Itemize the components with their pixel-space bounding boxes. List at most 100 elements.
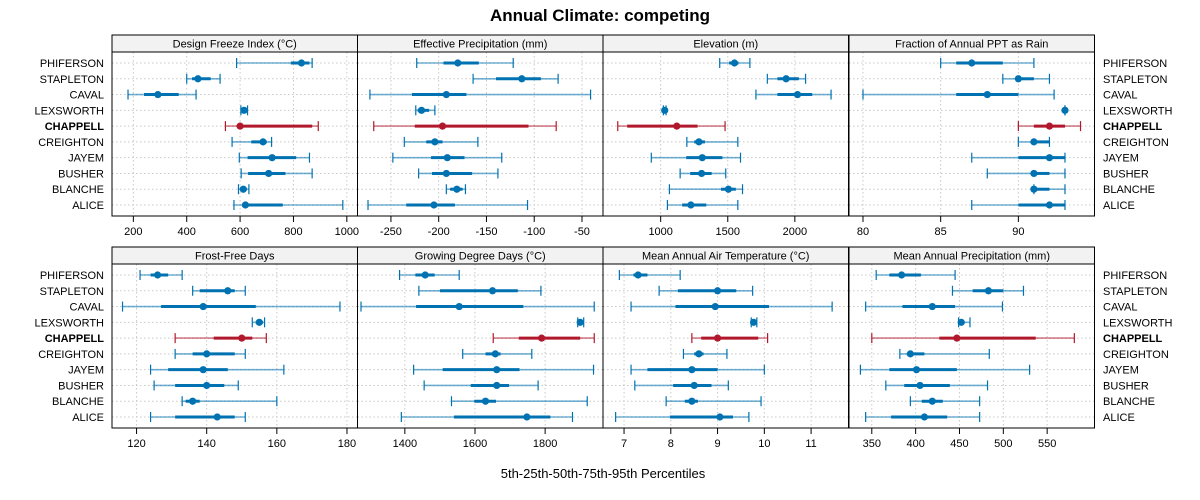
median-point — [1030, 185, 1038, 193]
site-label-right: PHIFERSON — [1103, 270, 1167, 282]
site-label-right: CHAPPELL — [1103, 333, 1163, 345]
site-label-left: CREIGHTON — [38, 349, 104, 361]
x-tick-label: 1400 — [393, 438, 417, 450]
median-point — [698, 169, 706, 178]
median-point — [1014, 75, 1022, 83]
site-label-left: JAYEM — [68, 365, 104, 377]
median-point — [953, 334, 961, 342]
plot-area — [357, 264, 603, 428]
median-point — [213, 413, 221, 421]
median-point — [431, 138, 439, 146]
median-point — [538, 334, 546, 342]
x-tick-label: -250 — [380, 226, 402, 238]
interval-busher — [679, 168, 727, 179]
median-point — [968, 59, 976, 67]
x-tick-label: -50 — [574, 226, 590, 238]
interval-alice — [400, 412, 574, 422]
interval-busher — [885, 380, 989, 391]
x-tick-label: 10 — [758, 438, 770, 450]
interval-jayem — [650, 152, 742, 163]
plot-area — [112, 264, 358, 428]
interval-jayem — [238, 152, 311, 163]
site-label-left: CAVAL — [70, 90, 104, 102]
median-point — [1061, 106, 1069, 114]
median-point — [695, 138, 703, 146]
median-point — [240, 106, 248, 114]
interval-lexsworth — [661, 105, 669, 116]
median-point — [481, 397, 490, 405]
site-label-left: LEXSWORTH — [35, 317, 105, 329]
median-point — [749, 318, 758, 326]
interval-creighton — [899, 348, 990, 359]
site-label-right: ALICE — [1103, 412, 1135, 424]
median-point — [688, 397, 696, 405]
x-tick-label: -100 — [523, 226, 545, 238]
site-label-left: BUSHER — [58, 380, 104, 392]
site-label-left: STAPLETON — [40, 286, 104, 298]
x-tick-label: 1800 — [533, 438, 557, 450]
median-point — [268, 154, 276, 162]
x-tick-label: 1000 — [335, 226, 359, 238]
panel-8: Mean Annual Precipitation (mm) 350 400 450 5… — [848, 246, 1095, 450]
median-point — [793, 90, 802, 99]
interval-alice — [615, 412, 750, 422]
median-point — [983, 90, 991, 99]
x-tick-label: 90 — [1012, 226, 1024, 238]
median-point — [518, 75, 526, 83]
median-point — [698, 154, 706, 162]
interval-creighton — [682, 348, 728, 359]
median-point — [236, 122, 244, 130]
interval-caval — [755, 89, 832, 100]
plot-area — [603, 264, 849, 428]
interval-chappell — [1017, 121, 1082, 132]
site-label-left: PHIFERSON — [40, 58, 104, 70]
interval-stapleton — [472, 73, 559, 84]
x-tick-label: 7 — [621, 438, 627, 450]
x-tick-label: 85 — [935, 226, 947, 238]
site-label-left: ALICE — [72, 412, 104, 424]
interval-jayem — [149, 364, 285, 375]
interval-lexsworth — [240, 105, 249, 116]
interval-chappell — [174, 333, 267, 344]
interval-jayem — [630, 364, 765, 375]
interval-phiferson — [398, 270, 460, 280]
x-tick-label: 180 — [338, 438, 356, 450]
interval-chappell — [492, 333, 595, 344]
interval-jayem — [392, 152, 503, 163]
median-point — [912, 366, 921, 374]
interval-blanche — [181, 396, 278, 407]
panel-border — [848, 51, 1095, 217]
median-point — [224, 287, 232, 295]
site-label-right: PHIFERSON — [1103, 58, 1167, 70]
interval-alice — [971, 200, 1066, 210]
median-point — [199, 366, 207, 374]
site-label-right: JAYEM — [1103, 365, 1139, 377]
median-point — [1045, 122, 1054, 130]
median-point — [690, 381, 698, 390]
median-point — [239, 185, 247, 193]
interval-jayem — [413, 364, 595, 375]
median-point — [203, 350, 211, 358]
site-label-left: BUSHER — [58, 168, 104, 180]
x-axis: 350 400 450 500 550 — [863, 428, 1056, 450]
median-point — [898, 271, 906, 279]
median-point — [673, 122, 681, 130]
median-point — [265, 169, 273, 178]
median-point — [523, 413, 531, 421]
site-label-left: CHAPPELL — [45, 333, 105, 345]
x-axis: 1000 1500 2000 — [648, 216, 807, 238]
median-point — [154, 90, 162, 99]
site-label-right: JAYEM — [1103, 153, 1139, 165]
median-point — [916, 381, 924, 390]
site-label-right: BUSHER — [1103, 168, 1149, 180]
interval-caval — [360, 301, 595, 312]
x-axis: 7 8 9 10 11 — [621, 428, 817, 450]
interval-blanche — [237, 184, 250, 195]
x-axis: 1400 1600 1800 — [393, 428, 557, 450]
interval-creighton — [686, 136, 739, 147]
interval-caval — [862, 89, 1055, 100]
interval-stapleton — [192, 285, 246, 296]
median-point — [442, 90, 450, 99]
x-tick-label: 400 — [178, 226, 196, 238]
